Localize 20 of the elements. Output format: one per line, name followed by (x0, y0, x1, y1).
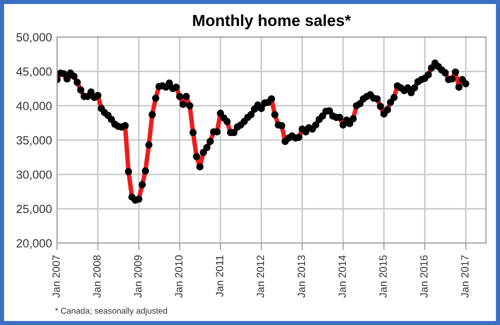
y-tick-label: 50,000 (16, 33, 52, 43)
y-tick-label: 30,000 (16, 170, 52, 180)
x-tick-label: Jan 2010 (175, 255, 182, 298)
y-tick-label: 40,000 (16, 102, 52, 112)
x-tick-label: Jan 2015 (379, 255, 387, 298)
chart-title: Monthly home sales* (193, 14, 351, 30)
x-tick-label: Jan 2017 (461, 255, 469, 298)
x-tick-label: Jan 2009 (134, 255, 142, 298)
x-tick-label: Jan 2014 (338, 255, 346, 298)
y-tick-label: 25,000 (16, 204, 52, 215)
x-tick-label: Jan 2011 (216, 255, 224, 297)
text: * Canada; seasonally adjusted (55, 308, 168, 316)
y-tick-label: 20,000 (16, 239, 52, 249)
x-tick-label: Jan 2016 (420, 255, 428, 298)
x-tick-label: Jan 2012 (256, 255, 264, 298)
y-tick-label: 35,000 (16, 136, 52, 146)
x-tick-label: Jan 2007 (52, 255, 60, 298)
x-tick-label: Jan 2008 (93, 255, 101, 298)
y-tick-label: 45,000 (16, 67, 52, 78)
x-tick-label: Jan 2013 (298, 255, 306, 298)
